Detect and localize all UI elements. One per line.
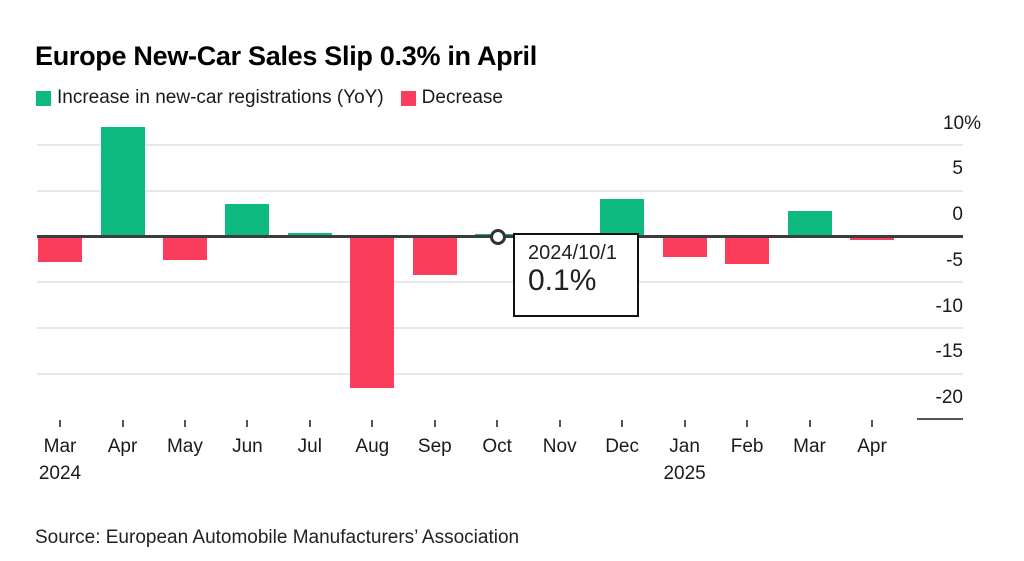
x-tick-label-6: Sep: [417, 436, 452, 457]
year-label-2024: 2024: [38, 463, 82, 484]
x-tick-label-0: Mar: [43, 436, 77, 457]
gridline--15: [37, 372, 963, 375]
y-tick-label-5: 5: [952, 158, 963, 180]
gridline--10: [37, 327, 963, 329]
bar-feb[interactable]: [725, 236, 770, 264]
x-tick-3: [246, 420, 249, 427]
axis-baseline-segment: [917, 418, 963, 420]
bar-jun[interactable]: [225, 203, 270, 237]
y-tick-label-0: 0: [952, 204, 963, 225]
y-tick-label-10: 10%: [942, 112, 981, 134]
x-tick-2: [183, 420, 186, 427]
source-note: Source: European Automobile Manufacturer…: [35, 527, 520, 548]
x-tick-4: [308, 420, 311, 427]
tooltip: 2024/10/1 0.1%: [513, 233, 639, 317]
x-tick-6: [433, 420, 436, 427]
bar-aug[interactable]: [350, 236, 395, 388]
x-tick-label-13: Apr: [857, 436, 887, 457]
x-tick-label-3: Jun: [232, 436, 263, 457]
bar-jan-2025[interactable]: [662, 236, 707, 257]
y-tick-label--15: -15: [935, 341, 963, 363]
x-tick-label-8: Nov: [542, 436, 577, 457]
x-tick-5: [371, 420, 374, 427]
x-tick-1: [121, 420, 124, 427]
bar-apr[interactable]: [850, 236, 894, 240]
x-tick-8: [558, 420, 561, 427]
gridline--5: [37, 281, 963, 284]
x-tick-13: [871, 420, 873, 427]
y-tick-label--20: -20: [935, 387, 963, 408]
x-tick-10: [683, 420, 686, 427]
bar-mar-2024[interactable]: [38, 236, 82, 263]
legend: Increase in new-car registrations (YoY) …: [36, 87, 503, 109]
increase-swatch-icon: [36, 90, 51, 106]
x-tick-label-11: Feb: [730, 436, 764, 457]
decrease-swatch-icon: [400, 90, 416, 106]
gridline-5: [37, 189, 963, 192]
legend-label-increase: Increase in new-car registrations (YoY): [57, 87, 384, 108]
bar-apr[interactable]: [100, 126, 145, 237]
gridline-10: [37, 144, 963, 146]
highlight-marker-oct[interactable]: [490, 228, 507, 245]
x-tick-label-2: May: [166, 436, 203, 457]
legend-item-increase: Increase in new-car registrations (YoY): [36, 87, 384, 109]
x-tick-7: [496, 420, 499, 427]
legend-label-decrease: Decrease: [421, 87, 503, 108]
bar-may[interactable]: [162, 236, 207, 261]
legend-item-decrease: Decrease: [400, 87, 503, 109]
y-tick-label--10: -10: [935, 295, 963, 317]
year-label-2025: 2025: [663, 463, 706, 484]
tooltip-value: 0.1%: [528, 264, 597, 297]
x-tick-0: [59, 420, 61, 427]
bar-dec[interactable]: [600, 199, 645, 237]
x-tick-9: [621, 420, 624, 427]
x-tick-label-12: Mar: [793, 436, 826, 457]
x-tick-label-10: Jan: [669, 436, 700, 457]
x-tick-11: [746, 420, 749, 427]
x-tick-label-7: Oct: [482, 436, 512, 457]
bar-sep[interactable]: [412, 236, 457, 275]
y-tick-label--5: -5: [946, 249, 963, 271]
x-tick-label-1: Apr: [107, 436, 138, 457]
x-tick-label-5: Aug: [355, 436, 390, 457]
x-tick-label-9: Dec: [605, 436, 639, 457]
chart-title: Europe New-Car Sales Slip 0.3% in April: [35, 41, 537, 71]
x-tick-12: [808, 420, 811, 427]
bar-mar[interactable]: [787, 210, 832, 237]
tooltip-date: 2024/10/1: [528, 242, 617, 264]
x-tick-label-4: Jul: [297, 436, 322, 457]
